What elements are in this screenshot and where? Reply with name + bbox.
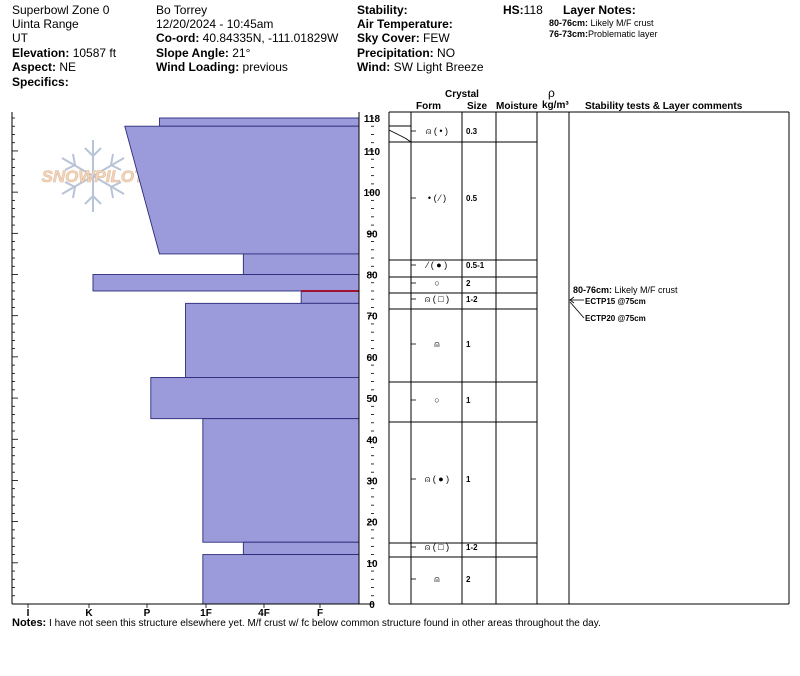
- height-tick-label: 20: [366, 518, 378, 529]
- crystal-size: 1: [466, 340, 471, 349]
- height-tick-label: 60: [366, 353, 378, 364]
- height-tick-label: 0: [369, 600, 375, 611]
- sky-cover: Sky Cover: FEW: [357, 31, 450, 45]
- height-tick-label: 70: [366, 312, 378, 323]
- density-symbol: ρ: [548, 86, 555, 100]
- height-tick-label: 10: [366, 559, 378, 570]
- wind: Wind: SW Light Breeze: [357, 60, 484, 74]
- hardness-tick-label: 4F: [258, 608, 270, 619]
- aspect: Aspect: NE: [12, 60, 77, 74]
- form-header: Form: [416, 101, 441, 112]
- hardness-tick-label: P: [144, 608, 151, 619]
- size-header: Size: [467, 101, 488, 112]
- stability-label: Stability:: [357, 3, 408, 17]
- layer-note-2: 76-73cm:Problematic layer: [549, 29, 658, 39]
- crystal-size: 1-2: [466, 543, 478, 552]
- state: UT: [12, 31, 28, 45]
- hardness-bar: [242, 253, 360, 275]
- hardness-bar: [185, 302, 360, 378]
- height-tick-label: 110: [364, 147, 381, 158]
- crystal-form: ⍝ ( • ): [426, 126, 448, 136]
- crystal-header: Crystal: [445, 89, 479, 100]
- crystal-size: 2: [466, 279, 471, 288]
- height-tick-label: 80: [366, 271, 378, 282]
- layer-comment-range: 80-76cm: Likely M/F crust: [573, 285, 678, 295]
- crystal-form: ⍝ ( □ ): [425, 542, 449, 552]
- datetime: 12/20/2024 - 10:45am: [156, 17, 274, 31]
- hardness-bar: [159, 117, 360, 127]
- stability-test-1: ECTP15 @75cm: [585, 297, 646, 306]
- slope-angle: Slope Angle: 21°: [156, 46, 251, 60]
- crystal-form: ○: [434, 278, 439, 288]
- test-arrow: [569, 301, 585, 319]
- hardness-bar: [300, 290, 360, 304]
- snow-height: HS:118: [503, 3, 543, 17]
- hardness-bar: [150, 377, 360, 420]
- height-tick-label: 118: [364, 114, 381, 125]
- hardness-bar: [202, 418, 360, 543]
- location: Superbowl Zone 0: [12, 3, 110, 17]
- moisture-header: Moisture: [496, 101, 538, 112]
- crystal-size: 1: [466, 396, 471, 405]
- crystal-size: 2: [466, 575, 471, 584]
- stability-test-2: ECTP20 @75cm: [585, 314, 646, 323]
- layer-connector: [404, 137, 412, 143]
- crystal-form: ⍝: [434, 574, 439, 584]
- crystal-form: ○: [434, 395, 439, 405]
- layer-connector: [388, 129, 406, 139]
- hardness-tick-label: 1F: [200, 608, 212, 619]
- precipitation: Precipitation: NO: [357, 46, 456, 60]
- crystal-form: ⍝ ( ● ): [425, 474, 449, 484]
- observer: Bo Torrey: [156, 3, 208, 17]
- air-temp-label: Air Temperature:: [357, 17, 453, 31]
- hardness-bar: [124, 125, 360, 255]
- crystal-size: 0.5-1: [466, 261, 485, 270]
- coordinates: Co-ord: 40.84335N, -111.01829W: [156, 31, 339, 45]
- layer-notes-label: Layer Notes:: [563, 3, 636, 17]
- range: Uinta Range: [12, 17, 79, 31]
- crystal-size: 0.5: [466, 194, 478, 203]
- crystal-size: 0.3: [466, 127, 478, 136]
- hardness-tick-label: K: [85, 608, 93, 619]
- hardness-bar: [92, 274, 360, 292]
- crystal-form: ⍝: [434, 339, 439, 349]
- crystal-size: 1: [466, 475, 471, 484]
- hardness-bar: [202, 554, 360, 605]
- notes: Notes: I have not seen this structure el…: [12, 617, 601, 629]
- height-tick-label: 90: [366, 229, 378, 240]
- density-unit: kg/m³: [542, 100, 569, 111]
- crystal-form: ⁄ ( ● ): [425, 260, 447, 270]
- hardness-bar: [242, 541, 360, 556]
- specifics-label: Specifics:: [12, 75, 69, 89]
- height-tick-label: 30: [366, 476, 378, 487]
- hardness-tick-label: I: [27, 608, 30, 619]
- hardness-tick-label: F: [317, 608, 323, 619]
- height-tick-label: 100: [364, 188, 381, 199]
- layer-note-1: 80-76cm: Likely M/F crust: [549, 18, 654, 28]
- wind-loading: Wind Loading: previous: [156, 60, 288, 74]
- snowpilot-logo: SNOWPILOT: [41, 140, 147, 212]
- svg-text:SNOWPILOT: SNOWPILOT: [42, 167, 147, 186]
- crystal-form: ⍝ ( □ ): [425, 294, 449, 304]
- crystal-size: 1-2: [466, 295, 478, 304]
- crystal-form: • ( ⁄ ): [428, 193, 446, 203]
- height-tick-label: 50: [366, 394, 378, 405]
- arrow-head: [569, 296, 575, 304]
- elevation: Elevation: 10587 ft: [12, 46, 117, 60]
- height-tick-label: 40: [366, 435, 378, 446]
- stability-header: Stability tests & Layer comments: [585, 101, 743, 112]
